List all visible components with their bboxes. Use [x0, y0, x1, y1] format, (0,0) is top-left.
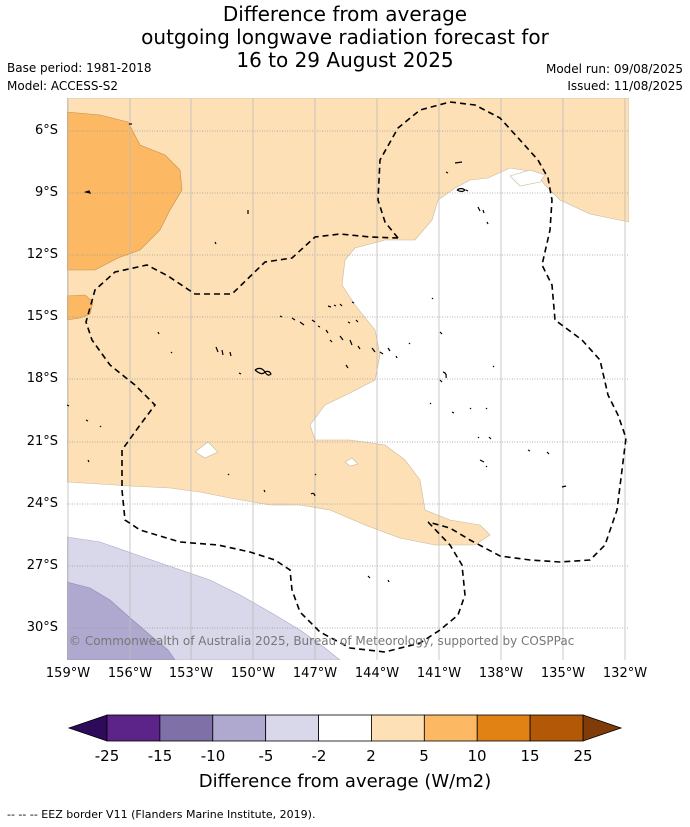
lon-tick-label: 138°W — [478, 666, 524, 681]
base-period-label: Base period: 1981-2018 — [7, 61, 152, 75]
lat-tick-label: 30°S — [26, 620, 58, 635]
colorbar-bin — [371, 714, 425, 742]
colorbar-bin — [159, 714, 214, 742]
anomaly-region-minus10-to-minus5 — [67, 581, 176, 660]
island-outlines — [67, 123, 567, 583]
lon-tick-label: 132°W — [602, 666, 648, 681]
lat-tick-label: 6°S — [34, 123, 58, 138]
lon-tick-label: 150°W — [230, 666, 276, 681]
colorbar-title: Difference from average (W/m2) — [198, 771, 492, 792]
colorbar-tick-label: -25 — [94, 747, 120, 765]
eez-footnote: -- -- -- EEZ border V11 (Flanders Marine… — [7, 808, 316, 821]
lon-tick-label: 153°W — [168, 666, 214, 681]
colorbar-tick-label: 5 — [419, 747, 429, 765]
lat-tick-label: 9°S — [34, 185, 58, 200]
colorbar-tick-label: 15 — [520, 747, 540, 765]
colorbar-bin — [212, 714, 267, 742]
map-title-line-3: 16 to 29 August 2025 — [236, 48, 454, 72]
colorbar-tick-label: -10 — [200, 747, 226, 765]
model-run-label: Model run: 09/08/2025 — [545, 62, 683, 76]
lon-tick-label: 141°W — [416, 666, 462, 681]
colorbar-tick-label: -5 — [258, 747, 274, 765]
anomaly-region-5-to-10-west — [67, 294, 94, 321]
map-plot-area — [67, 98, 629, 660]
eez-border-dashed — [85, 101, 627, 653]
model-label: Model: ACCESS-S2 — [7, 79, 119, 93]
colorbar — [67, 714, 623, 742]
anomaly-region-2-to-5 — [67, 98, 629, 546]
neutral-patch-central — [194, 441, 219, 459]
neutral-patch-small — [344, 457, 359, 467]
colorbar-tick-label: 2 — [366, 747, 376, 765]
lon-tick-label: 135°W — [540, 666, 586, 681]
colorbar-tick-label: -15 — [147, 747, 173, 765]
colorbar-bin — [106, 714, 161, 742]
map-title-line-1: Difference from average — [222, 2, 468, 26]
lat-tick-label: 18°S — [26, 371, 58, 386]
colorbar-tick-label: 25 — [573, 747, 593, 765]
copyright-notice: © Commonwealth of Australia 2025, Bureau… — [69, 634, 575, 648]
colorbar-bin — [476, 714, 531, 742]
lat-tick-label: 21°S — [26, 434, 58, 449]
lon-tick-label: 147°W — [292, 666, 338, 681]
colorbar-tick-label: 10 — [467, 747, 487, 765]
colorbar-bin — [423, 714, 478, 742]
lon-tick-label: 159°W — [45, 666, 91, 681]
lat-tick-label: 15°S — [26, 309, 58, 324]
neutral-patch-east — [509, 169, 546, 187]
lat-tick-label: 27°S — [26, 558, 58, 573]
map-gridlines — [67, 98, 629, 660]
issued-label: Issued: 11/08/2025 — [567, 79, 683, 93]
colorbar-bin — [318, 714, 372, 742]
colorbar-tick-label: -2 — [311, 747, 327, 765]
colorbar-extension-high — [582, 714, 623, 742]
lat-tick-label: 24°S — [26, 496, 58, 511]
colorbar-bin — [529, 714, 584, 742]
lat-tick-label: 12°S — [26, 247, 58, 262]
colorbar-extension-low — [67, 714, 108, 742]
lon-tick-label: 144°W — [354, 666, 400, 681]
colorbar-bin — [265, 714, 319, 742]
lon-tick-label: 156°W — [107, 666, 153, 681]
map-title-line-2: outgoing longwave radiation forecast for — [141, 25, 549, 49]
